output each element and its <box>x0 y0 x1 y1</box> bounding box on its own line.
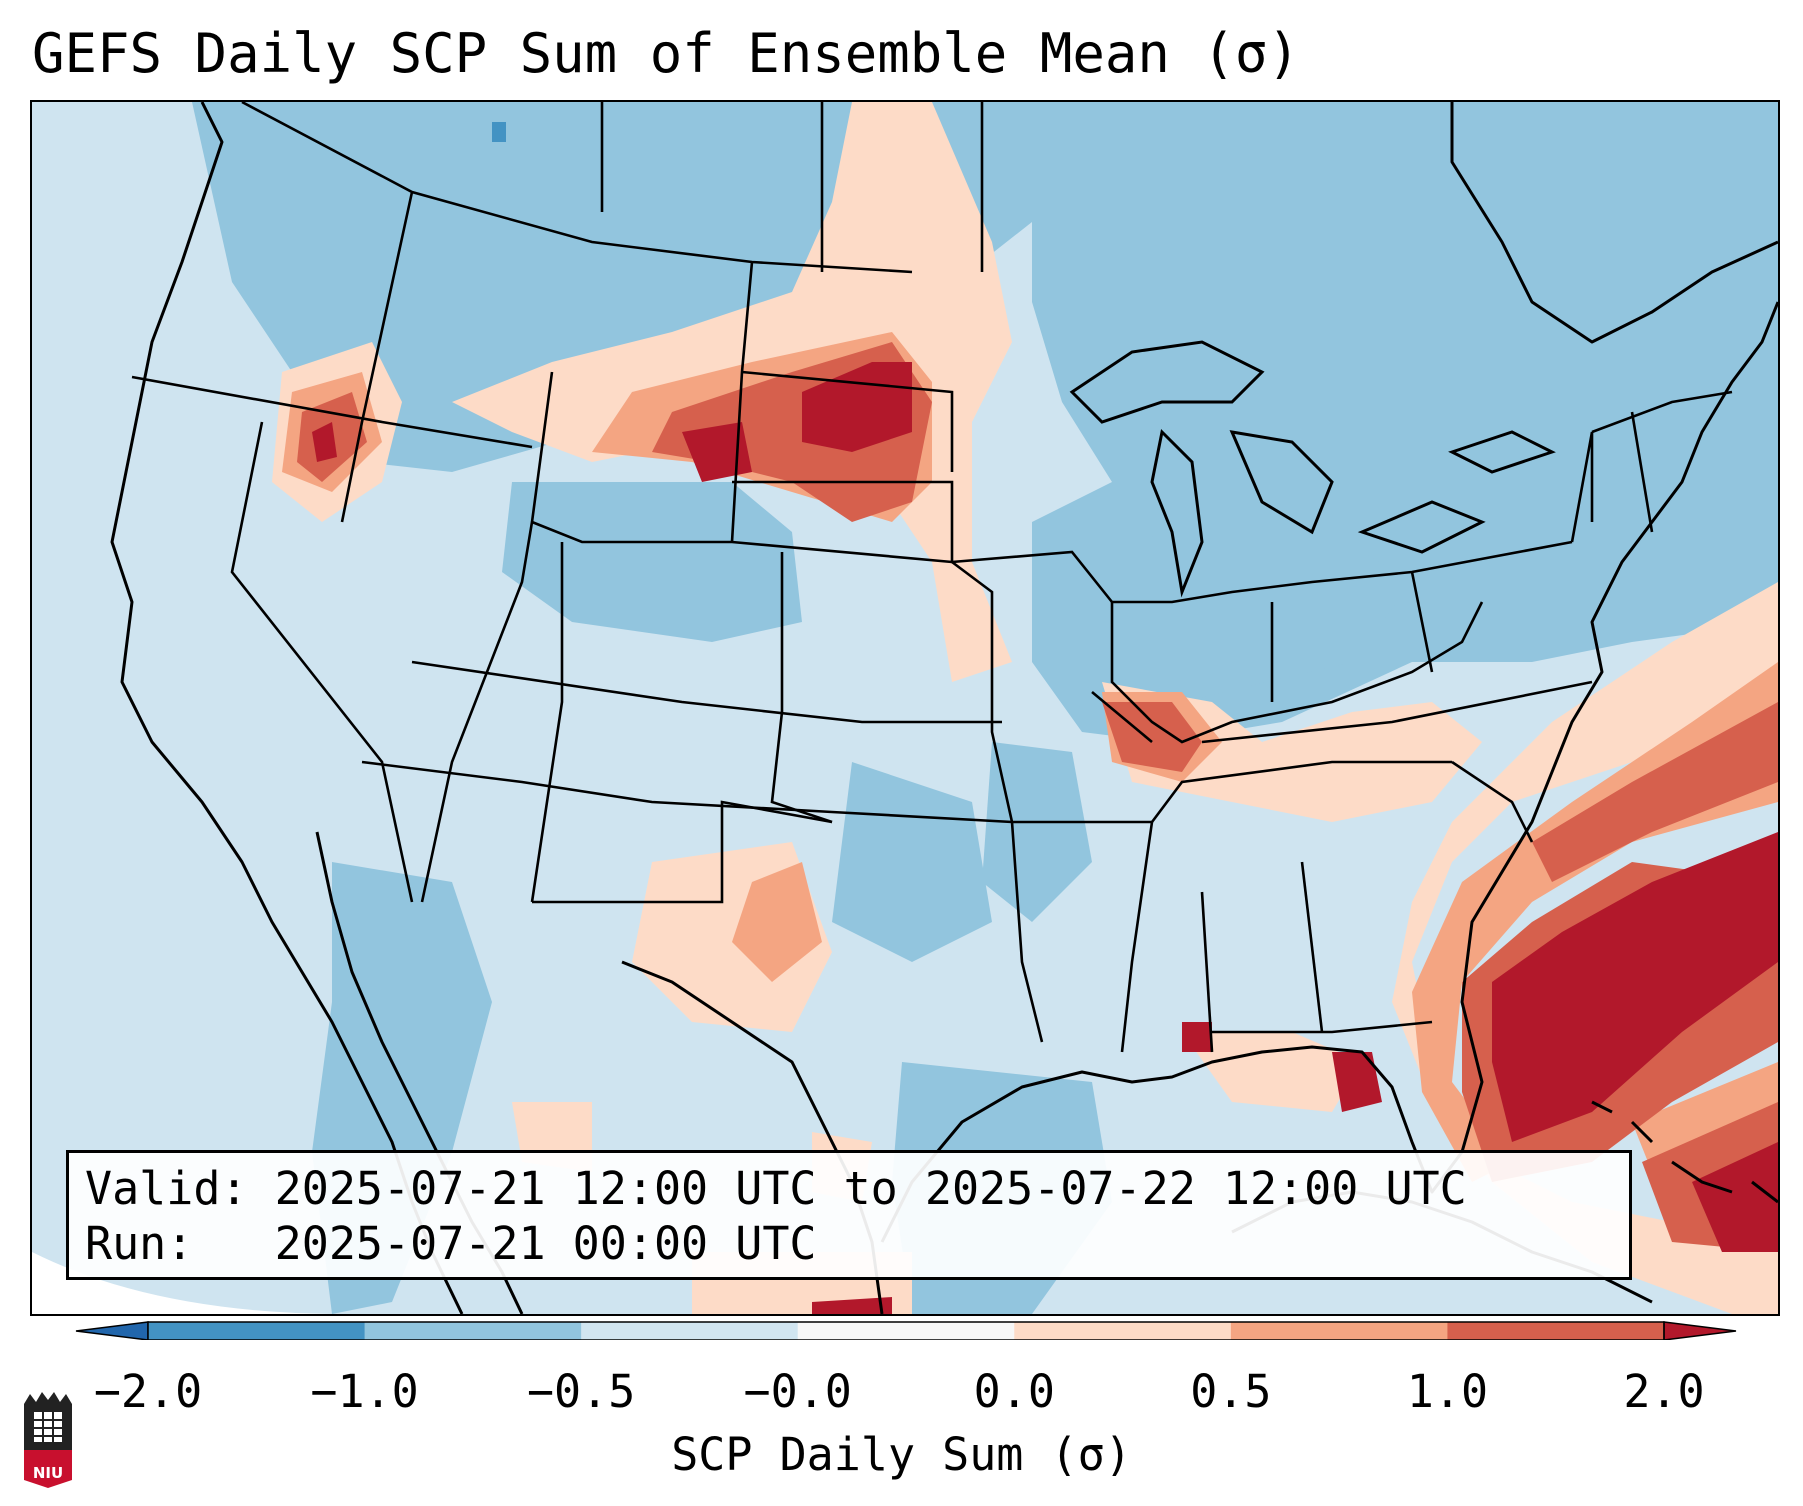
colorbar-tick-label: −2.0 <box>93 1365 203 1418</box>
anomaly-speck <box>492 122 506 142</box>
colorbar-outline <box>147 1321 1665 1340</box>
colorbar-tick-label: 0.5 <box>1190 1365 1272 1418</box>
run-label: Run: <box>85 1217 194 1270</box>
map-canvas <box>32 102 1778 1314</box>
map-title: GEFS Daily SCP Sum of Ensemble Mean (σ) <box>32 22 1300 85</box>
colorbar-bin <box>1447 1322 1665 1340</box>
valid-label: Valid: <box>85 1162 248 1215</box>
colorbar-bin <box>797 1322 1015 1340</box>
colorbar <box>75 1321 1737 1340</box>
great-lakes <box>1069 340 1556 598</box>
colorbar-tick-label: −0.0 <box>743 1365 852 1418</box>
valid-run-info-box: Valid: 2025-07-21 12:00 UTC to 2025-07-2… <box>66 1150 1632 1280</box>
colorbar-bin <box>1230 1322 1448 1340</box>
colorbar-tick-label: 2.0 <box>1623 1365 1705 1418</box>
anomaly-band-over <box>312 362 1778 1314</box>
colorbar-bin <box>581 1322 799 1340</box>
state-borders <box>131 102 1733 1053</box>
colorbar-tick-label: 0.0 <box>973 1365 1055 1418</box>
projection-edge <box>32 1252 332 1314</box>
caribbean-islands <box>1591 1100 1778 1204</box>
map-panel[interactable] <box>30 100 1780 1316</box>
anomaly-band-minus-1 <box>192 102 1778 1314</box>
colorbar-bin <box>148 1322 366 1340</box>
colorbar-label: SCP Daily Sum (σ) <box>671 1428 1132 1481</box>
colorbar-under-extension <box>75 1321 149 1340</box>
niu-logo: NIU <box>20 1390 76 1488</box>
colorbar-tick-label: −1.0 <box>310 1365 419 1418</box>
colorbar-bin <box>364 1322 582 1340</box>
colorbar-bin <box>1014 1322 1232 1340</box>
colorbar-tick-label: −0.5 <box>526 1365 636 1418</box>
colorbar-tick-label: 1.0 <box>1406 1365 1489 1418</box>
valid-value: 2025-07-21 12:00 UTC to 2025-07-22 12:00… <box>274 1162 1467 1215</box>
run-value: 2025-07-21 00:00 UTC <box>274 1217 817 1270</box>
niu-logo-graphic <box>24 1392 72 1488</box>
colorbar-over-extension <box>1663 1321 1737 1340</box>
niu-logo-text: NIU <box>32 1464 64 1482</box>
